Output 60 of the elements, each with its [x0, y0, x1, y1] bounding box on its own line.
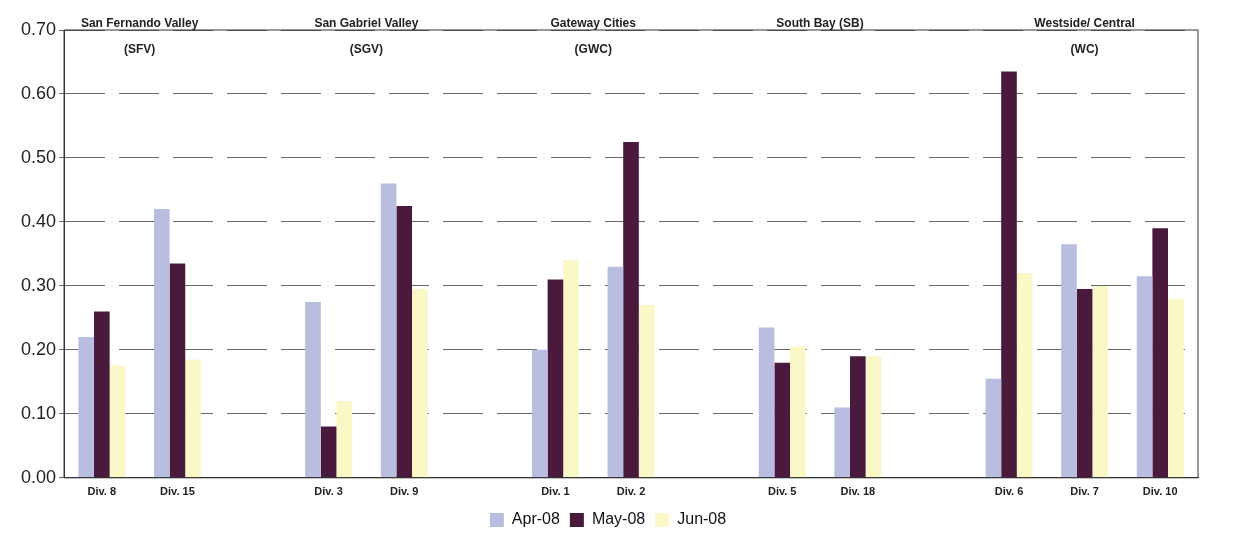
x-tick-label: Div. 15	[160, 485, 195, 498]
bar	[380, 183, 397, 478]
bar	[1001, 71, 1017, 478]
annotation: South Bay (SB)	[776, 16, 864, 31]
x-tick-label: Div. 3	[314, 485, 343, 498]
x-tick-label: Div. 10	[1142, 485, 1178, 498]
y-tick-label: 0.50	[20, 146, 57, 167]
bar	[412, 289, 428, 478]
y-tick-label: 0.10	[20, 402, 57, 423]
legend-label: May-08	[591, 510, 646, 528]
bar	[638, 305, 655, 478]
bar	[1061, 244, 1077, 478]
y-tick-label: 0.70	[20, 18, 57, 39]
bar	[531, 349, 548, 478]
bar	[1016, 273, 1033, 478]
bar	[94, 311, 110, 478]
bar	[305, 301, 321, 478]
legend-label: Jun-08	[677, 510, 727, 528]
x-tick-label: Div. 1	[541, 485, 570, 498]
annotation: Gateway Cities (GWC)	[550, 16, 637, 57]
x-tick-label: Div. 18	[840, 485, 876, 498]
bar	[623, 141, 639, 478]
x-tick-label: Div. 2	[616, 485, 646, 498]
bar	[1168, 298, 1184, 478]
bar	[834, 407, 850, 478]
bar	[1076, 289, 1093, 478]
bar	[396, 205, 413, 478]
x-tick-label: Div. 5	[767, 485, 797, 498]
x-tick-label: Div. 6	[994, 485, 1024, 498]
bar	[774, 362, 791, 478]
bar	[1152, 228, 1169, 478]
bar	[563, 260, 579, 478]
annotation: Westside/ Central (WC)	[1034, 16, 1135, 57]
y-tick-label: 0.20	[20, 338, 57, 359]
bar	[1136, 276, 1153, 478]
bar	[320, 426, 337, 478]
bar	[78, 337, 95, 478]
bar	[154, 209, 170, 478]
bar	[865, 356, 882, 478]
annotation: San Gabriel Valley (SGV)	[314, 16, 419, 57]
legend-label: Apr-08	[511, 510, 560, 528]
bar	[607, 266, 624, 478]
bar	[758, 327, 775, 478]
bar	[1092, 285, 1109, 478]
x-tick-label: Div. 7	[1070, 485, 1099, 498]
x-tick-label: Div. 8	[87, 485, 117, 498]
bar	[185, 359, 201, 478]
bar	[547, 279, 564, 478]
y-tick-label: 0.00	[20, 466, 57, 487]
bar	[169, 263, 186, 478]
y-tick-label: 0.60	[20, 82, 57, 103]
bar	[985, 378, 1002, 478]
bar	[109, 365, 126, 478]
bar	[790, 346, 806, 478]
y-tick-label: 0.40	[20, 210, 57, 231]
x-tick-label: Div. 9	[389, 485, 419, 498]
annotation: San Fernando Valley (SFV)	[80, 16, 199, 57]
bar	[336, 401, 353, 478]
y-tick-label: 0.30	[20, 274, 57, 295]
bar	[850, 356, 866, 478]
